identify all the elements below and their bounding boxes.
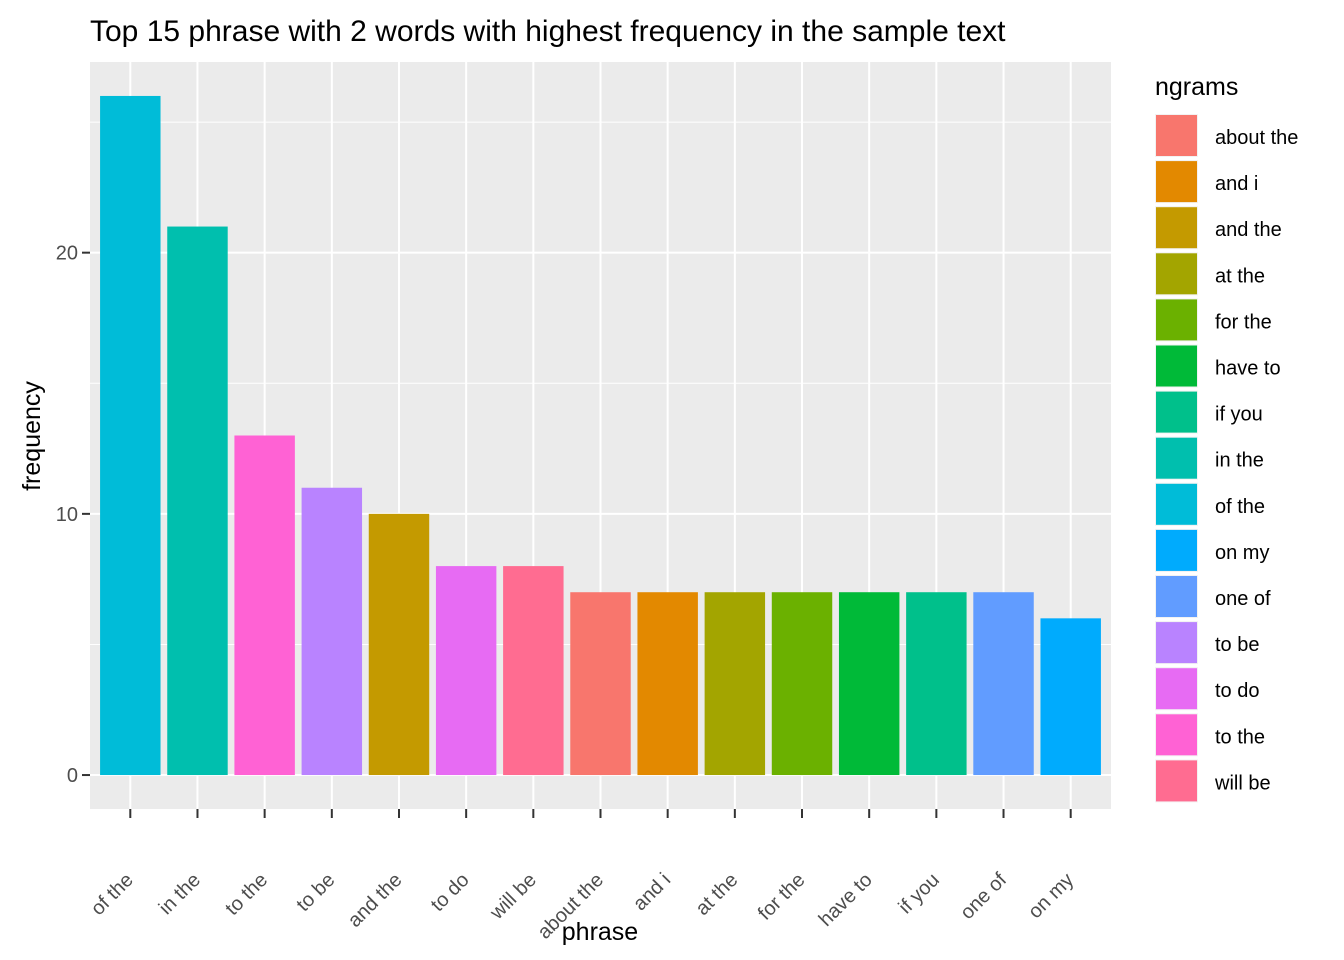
legend-key: [1156, 207, 1197, 249]
bar: [570, 592, 631, 776]
legend-key: [1156, 391, 1197, 433]
x-tick-label: to do: [427, 869, 474, 916]
legend-label: on my: [1215, 542, 1269, 564]
bar: [100, 95, 161, 776]
bars: [100, 95, 1101, 776]
bar: [973, 592, 1034, 776]
legend-key: [1156, 714, 1197, 756]
x-tick-label: on my: [1024, 869, 1078, 923]
y-tick-label: 10: [56, 504, 78, 526]
bar: [1040, 618, 1101, 776]
legend-label: to do: [1215, 680, 1259, 702]
x-tick-label: in the: [155, 869, 205, 919]
x-axis-title: phrase: [562, 918, 638, 946]
x-tick-label: will be: [485, 869, 541, 925]
legend-label: of the: [1215, 496, 1265, 518]
bar: [503, 566, 564, 776]
x-tick-label: at the: [691, 869, 742, 920]
legend-title: ngrams: [1155, 73, 1238, 101]
bar: [301, 487, 363, 776]
bar: [234, 435, 295, 776]
x-tick-label: of the: [87, 869, 138, 920]
legend-label: to be: [1215, 634, 1259, 656]
x-tick-label: have to: [815, 869, 877, 931]
legend-key: [1156, 115, 1197, 156]
legend-key: [1156, 437, 1197, 479]
x-tick-label: if you: [895, 869, 944, 918]
x-tick-label: and the: [344, 869, 407, 932]
bar: [838, 592, 900, 776]
bar: [368, 513, 430, 776]
legend-label: will be: [1214, 772, 1271, 794]
legend-label: to the: [1215, 726, 1265, 748]
chart-title: Top 15 phrase with 2 words with highest …: [90, 15, 1006, 48]
x-tick-label: to the: [221, 869, 272, 920]
x-tick-label: for the: [754, 869, 810, 925]
legend-label: and the: [1215, 219, 1282, 241]
legend-key: [1156, 529, 1197, 571]
legend-key: [1156, 299, 1197, 341]
legend-label: one of: [1215, 588, 1271, 610]
legend-key: [1156, 668, 1197, 710]
legend-key: [1156, 253, 1197, 295]
legend: ngrams about the and i and the at the for th…: [1155, 73, 1298, 803]
legend-key: [1156, 345, 1197, 387]
legend-label: have to: [1215, 358, 1281, 380]
legend-label: for the: [1215, 311, 1272, 333]
x-tick-label: one of: [956, 869, 1011, 924]
bar: [906, 592, 967, 776]
x-tick-label: and i: [629, 869, 675, 915]
legend-key: [1156, 576, 1197, 617]
y-tick-label: 20: [56, 243, 78, 265]
bar: [435, 566, 497, 776]
x-tick-label: to be: [292, 869, 339, 916]
legend-key: [1156, 161, 1197, 203]
bar: [637, 592, 698, 776]
legend-key: [1156, 483, 1197, 525]
y-axis: 0 10 20: [56, 243, 90, 787]
bar: [167, 226, 228, 776]
legend-label: in the: [1215, 450, 1264, 472]
y-axis-title: frequency: [18, 381, 46, 491]
legend-label: and i: [1215, 173, 1258, 195]
y-tick-label: 0: [67, 765, 78, 787]
legend-key: [1156, 760, 1197, 802]
legend-label: if you: [1215, 404, 1263, 426]
legend-label: at the: [1215, 265, 1265, 287]
legend-key: [1156, 622, 1197, 664]
legend-label: about the: [1215, 127, 1298, 149]
bar: [704, 592, 766, 776]
bar: [771, 592, 833, 776]
